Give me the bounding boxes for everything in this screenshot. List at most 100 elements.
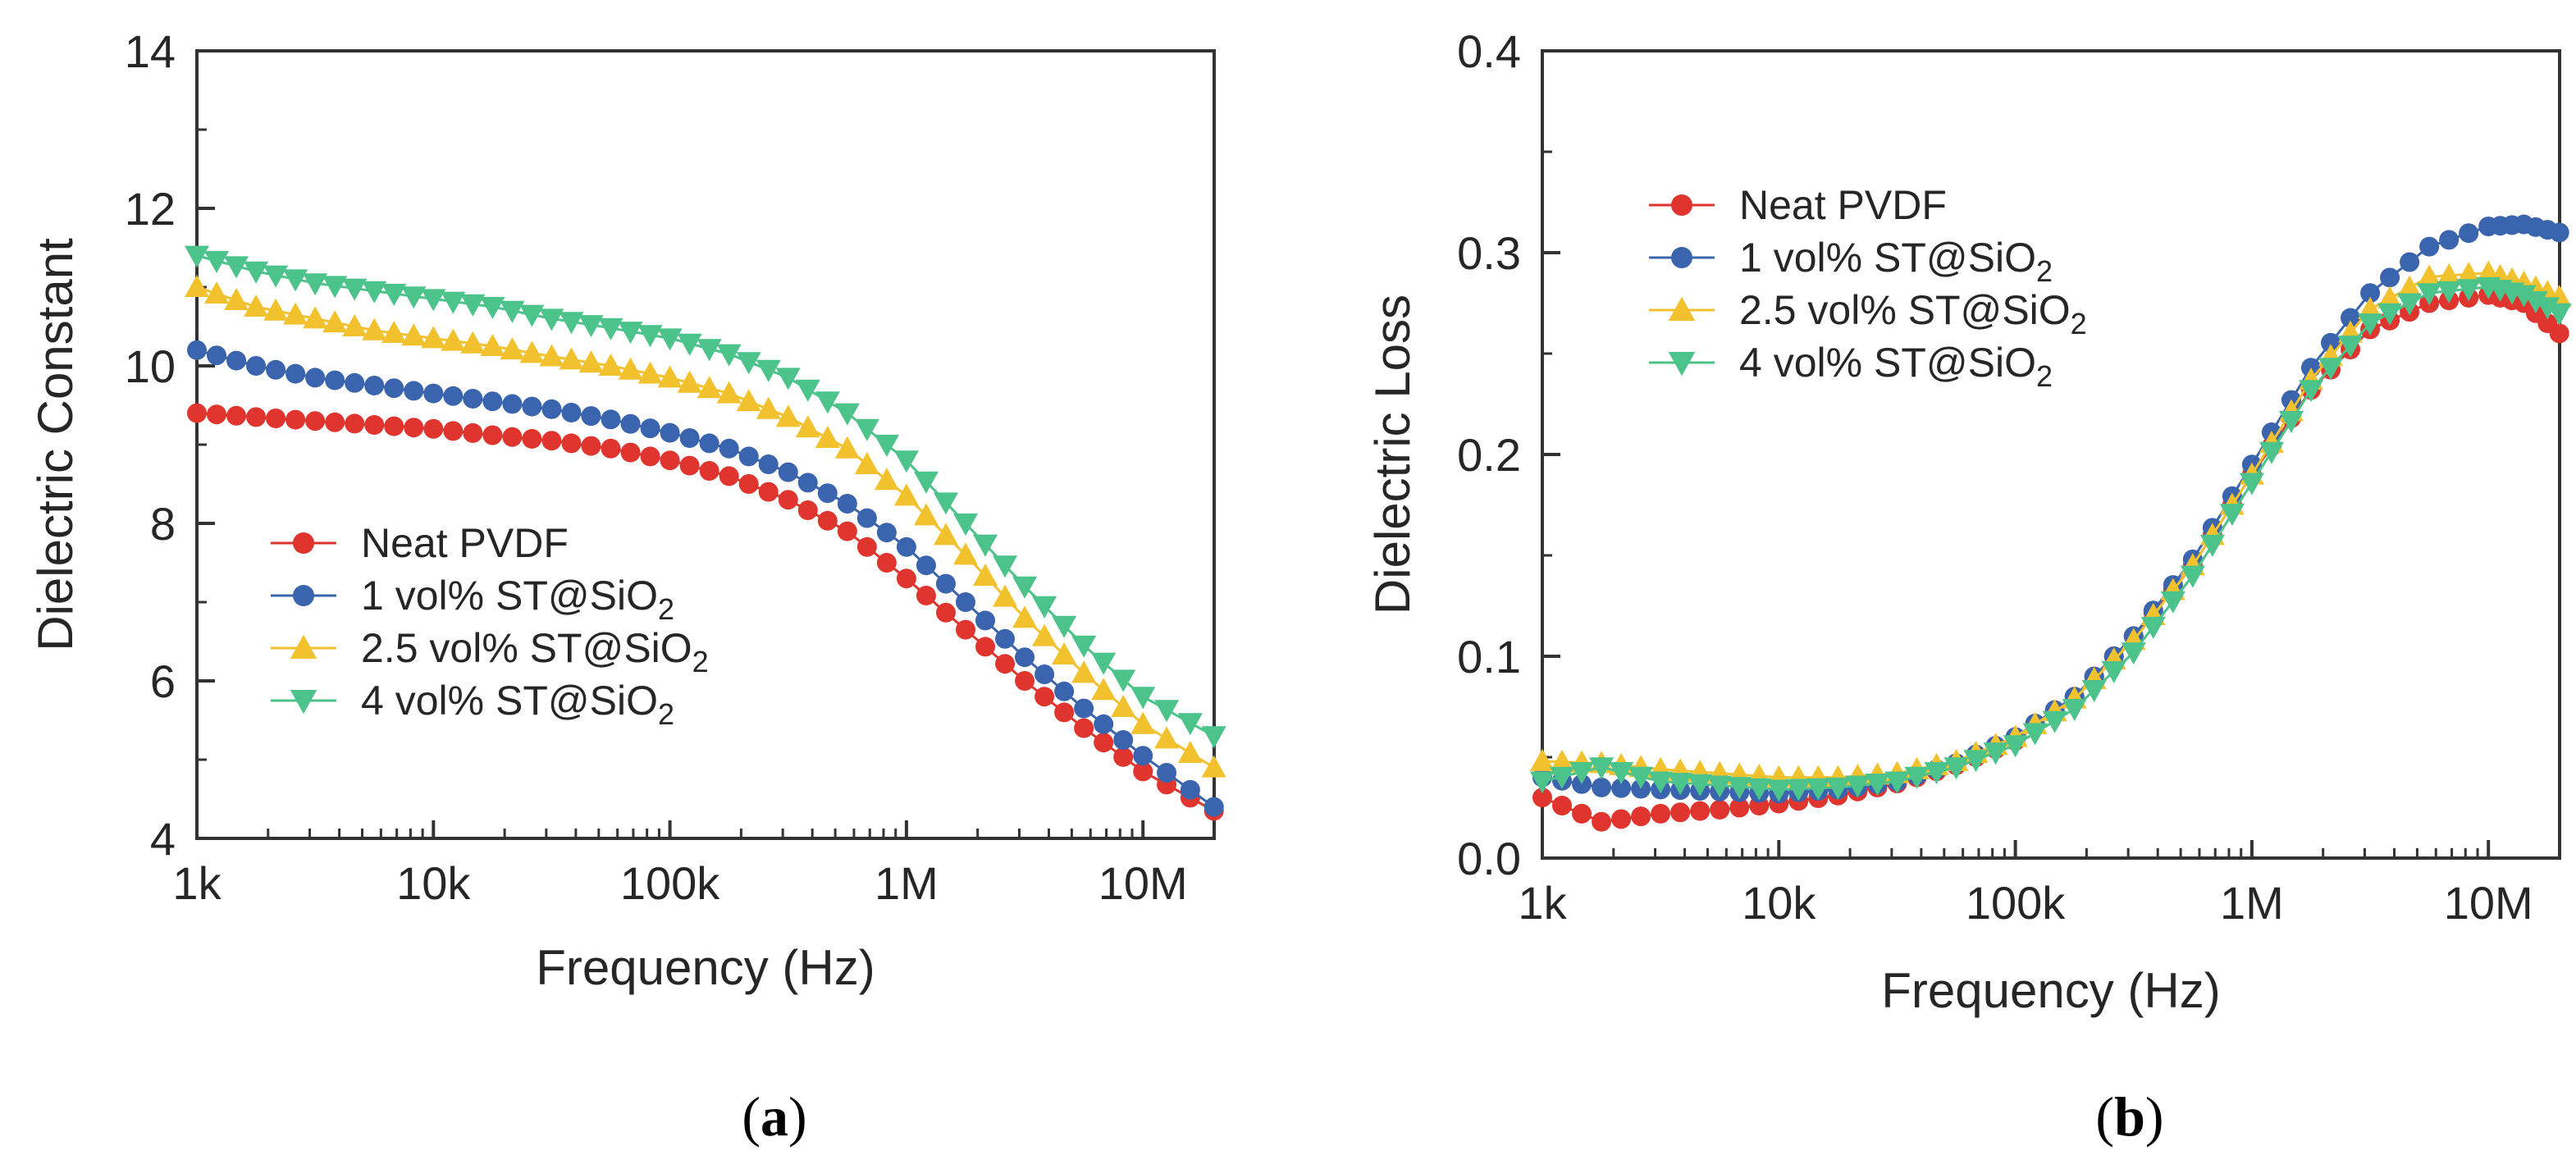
x-tick-label: 1k — [1518, 877, 1567, 929]
data-point — [1670, 802, 1691, 823]
legend-entry: 1 vol% ST@SiO2 — [271, 573, 674, 626]
data-point — [463, 422, 483, 443]
data-point — [758, 454, 779, 474]
panel-a-dielectric-constant: 1k 10k 100k 1M 10M 4 6 8 10 12 14 Frequency (Hz) D… — [28, 25, 1226, 1148]
data-point — [522, 428, 542, 449]
data-point — [463, 389, 483, 409]
data-point — [2219, 504, 2245, 527]
data-point — [1572, 803, 1592, 824]
data-point — [384, 416, 404, 436]
data-point — [2298, 380, 2323, 403]
data-point — [637, 325, 663, 348]
data-point — [1589, 757, 1615, 780]
data-point — [1054, 702, 1075, 723]
data-point — [541, 431, 562, 451]
data-point — [345, 413, 365, 434]
data-point — [876, 523, 897, 543]
data-point — [502, 427, 523, 447]
y-tick-label: 0.1 — [1457, 631, 1521, 683]
legend-label: Neat PVDF — [361, 520, 569, 566]
data-point — [1532, 788, 1552, 808]
data-point — [2523, 291, 2548, 314]
data-point — [2042, 710, 2067, 733]
data-point — [559, 312, 584, 335]
data-point — [1983, 742, 2008, 765]
data-point — [384, 378, 404, 399]
legend-entry: 4 vol% ST@SiO2 — [271, 678, 674, 731]
data-point — [677, 370, 702, 393]
data-point — [893, 450, 919, 473]
y-tick-label: 6 — [150, 655, 176, 707]
data-point — [2377, 303, 2403, 326]
data-point — [423, 383, 444, 404]
y-tick-label: 0.3 — [1457, 227, 1521, 279]
legend-entry: 2.5 vol% ST@SiO2 — [271, 625, 709, 678]
legend-marker — [290, 690, 317, 715]
y-tick-label: 0.0 — [1457, 833, 1521, 884]
data-point — [342, 278, 368, 301]
data-point — [443, 386, 464, 406]
data-point — [993, 555, 1018, 578]
data-point — [244, 295, 269, 317]
legend-marker — [293, 532, 314, 554]
data-point — [559, 347, 584, 370]
data-point — [246, 407, 267, 427]
legend-marker — [290, 634, 317, 659]
data-point — [482, 425, 503, 445]
data-point — [837, 494, 857, 514]
data-point — [325, 370, 345, 390]
legend-label: 1 vol% ST@SiO2 — [361, 573, 674, 626]
data-point — [699, 433, 719, 454]
data-point — [2101, 661, 2126, 684]
data-point — [1943, 757, 1969, 780]
data-point — [1035, 664, 1055, 684]
data-point — [519, 304, 545, 327]
panel-b-series — [1530, 214, 2572, 832]
series-3 — [185, 275, 1226, 778]
x-tick-label: 100k — [620, 857, 720, 909]
data-point — [933, 492, 958, 515]
data-point — [2417, 264, 2442, 287]
legend-entry: Neat PVDF — [1649, 182, 1947, 228]
data-point — [1015, 647, 1035, 668]
legend-label: 2.5 vol% ST@SiO2 — [361, 625, 709, 678]
data-point — [1052, 642, 1077, 664]
data-point — [2278, 411, 2304, 433]
data-point — [2022, 723, 2048, 746]
data-point — [933, 523, 958, 546]
data-point — [401, 286, 427, 309]
x-tick-label: 10k — [396, 857, 471, 909]
data-point — [226, 350, 247, 371]
data-point — [423, 418, 444, 439]
data-point — [404, 381, 424, 401]
data-point — [640, 418, 660, 439]
legend-label: 2.5 vol% ST@SiO2 — [1739, 287, 2087, 340]
data-point — [854, 452, 879, 474]
legend-label: 4 vol% ST@SiO2 — [1739, 340, 2053, 393]
data-point — [364, 376, 385, 395]
data-point — [1032, 596, 1057, 619]
data-point — [1609, 762, 1634, 785]
data-point — [916, 586, 936, 605]
series-2 — [187, 340, 1224, 817]
data-point — [834, 436, 860, 459]
data-point — [955, 592, 975, 612]
data-point — [519, 340, 545, 363]
data-point — [2121, 642, 2146, 665]
data-point — [2417, 283, 2442, 306]
data-point — [441, 291, 466, 314]
data-point — [876, 553, 897, 573]
data-point — [1113, 730, 1134, 750]
data-point — [896, 569, 916, 589]
data-point — [578, 350, 604, 373]
panel-a-ticks: 1k 10k 100k 1M 10M 4 6 8 10 12 14 — [125, 25, 1188, 909]
data-point — [224, 256, 249, 279]
data-point — [2459, 223, 2479, 244]
data-point — [362, 281, 387, 304]
data-point — [657, 365, 683, 388]
data-point — [2318, 358, 2344, 381]
y-tick-label: 4 — [150, 813, 176, 865]
